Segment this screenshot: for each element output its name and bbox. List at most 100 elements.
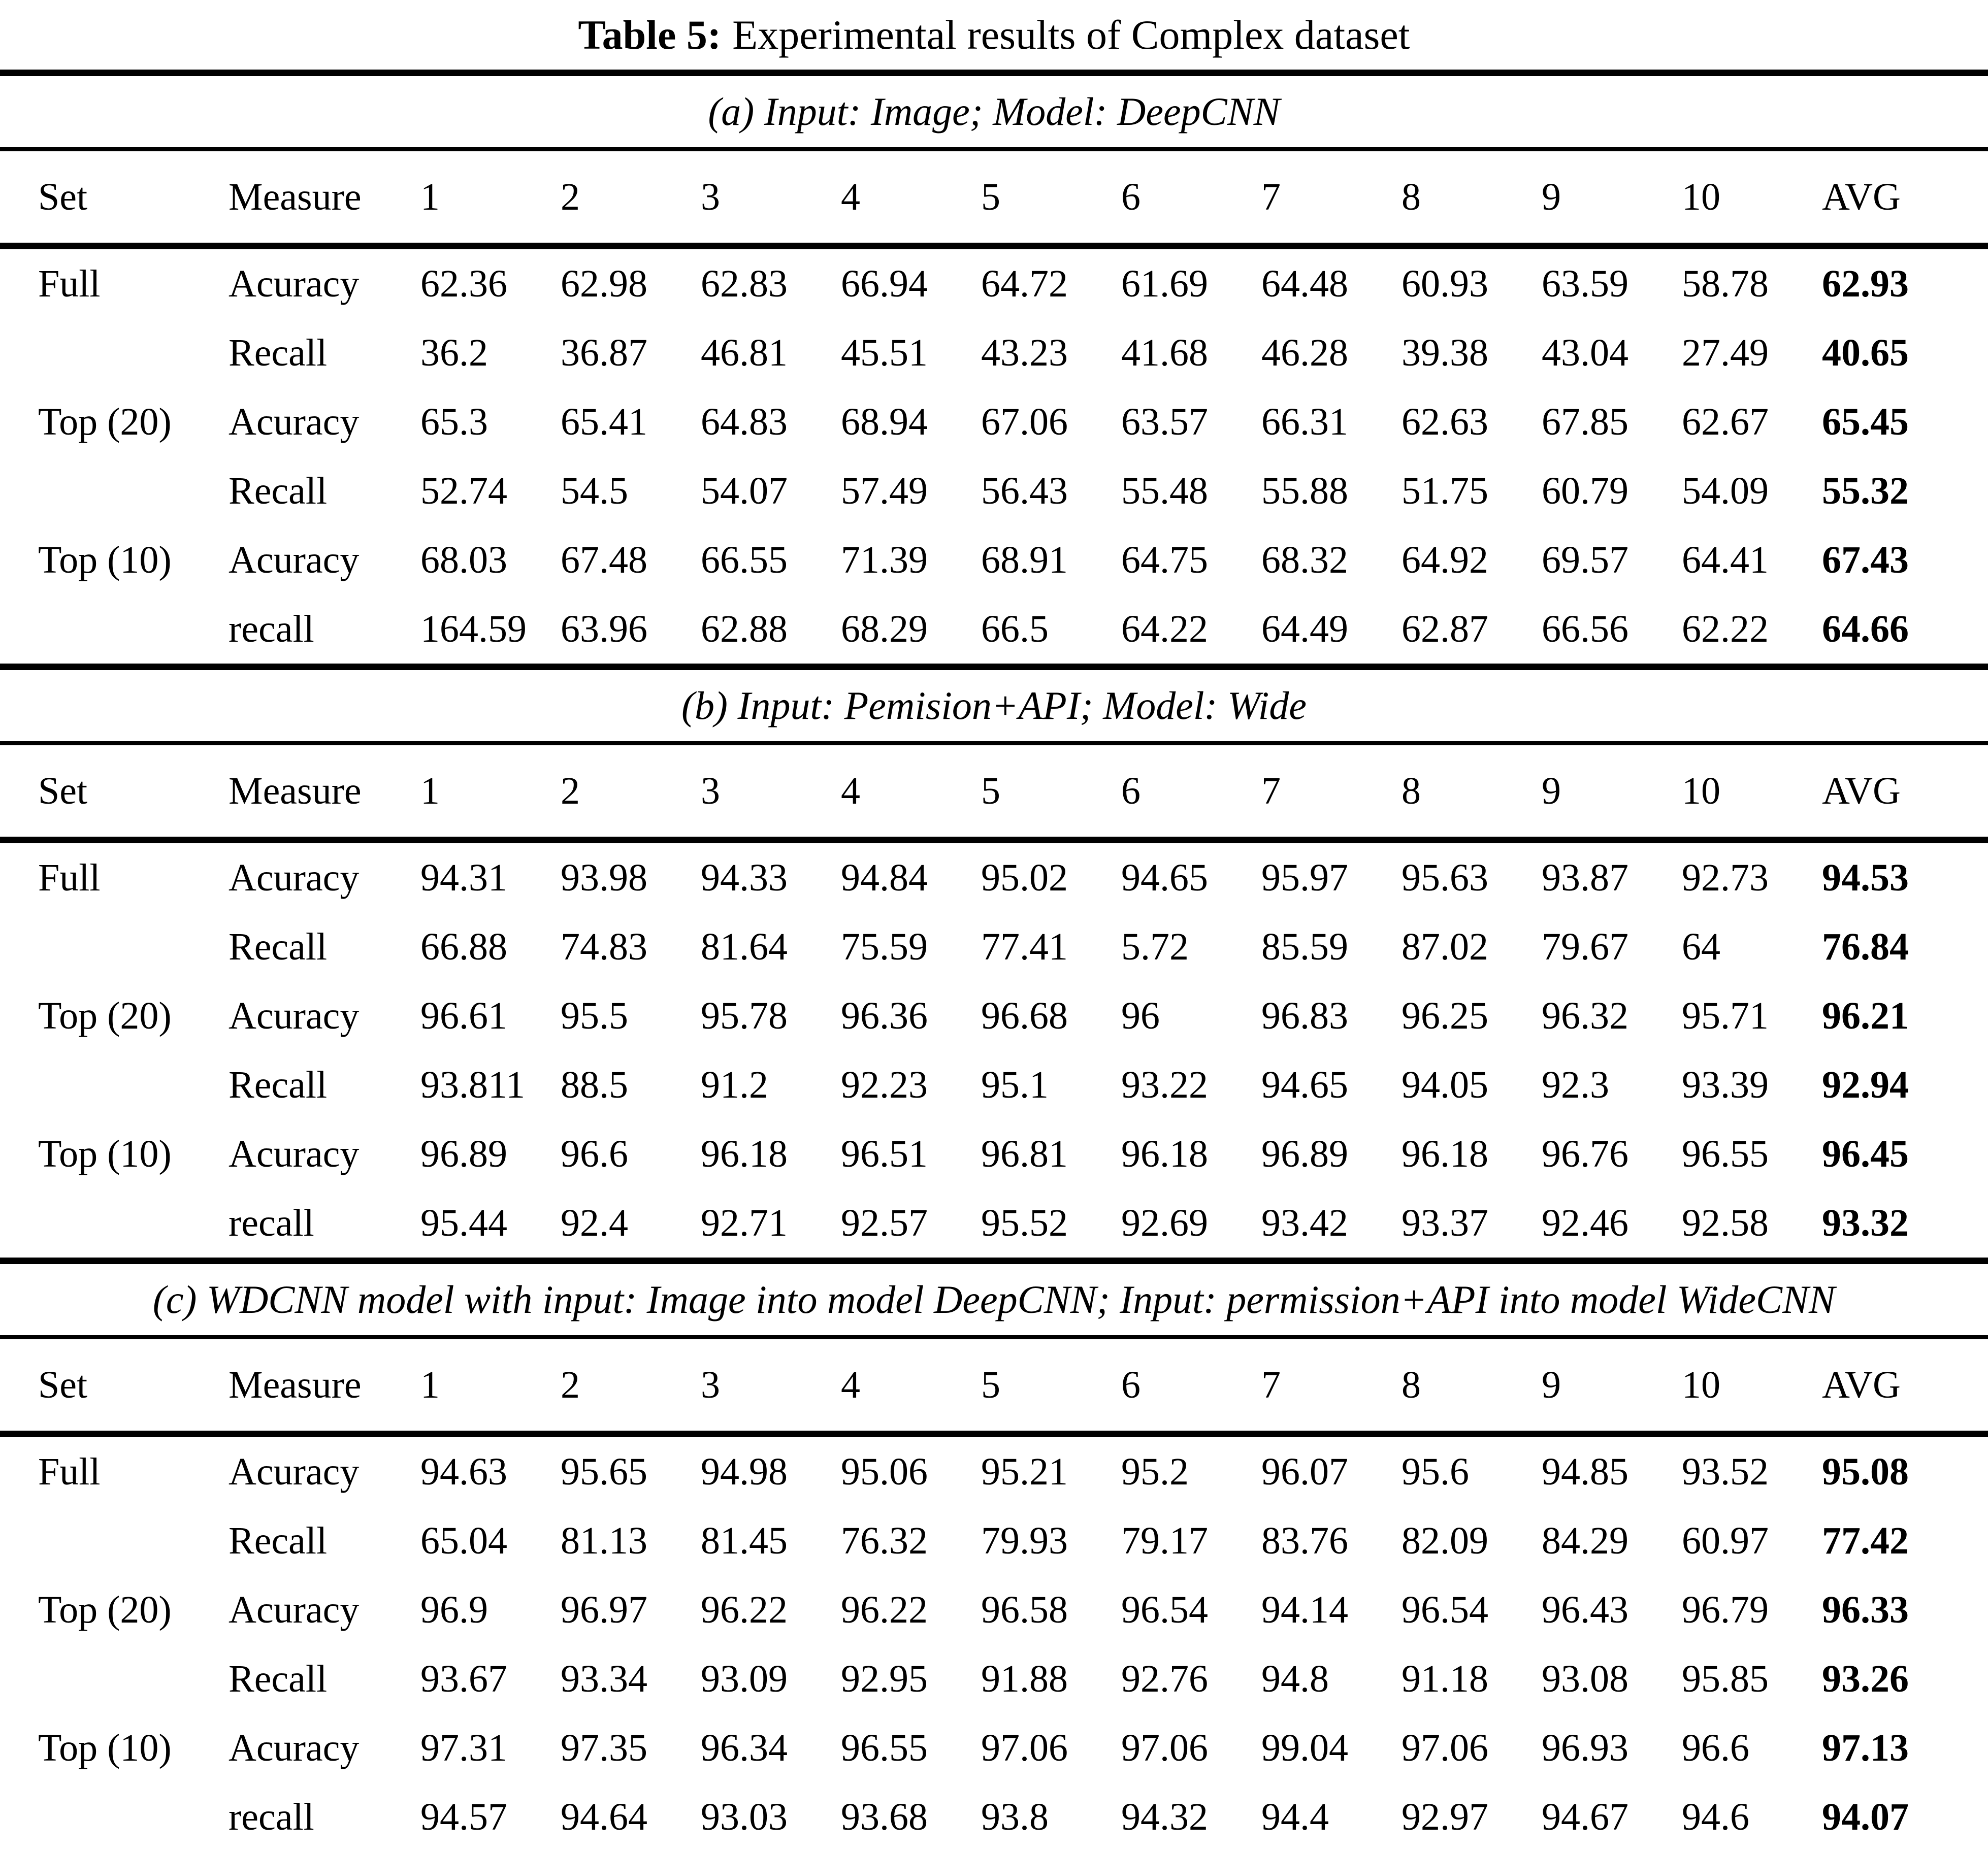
- column-header: 10: [1682, 1363, 1720, 1406]
- value-cell: 55.88: [1261, 469, 1348, 512]
- column-header: 3: [701, 1363, 720, 1406]
- value-cell: 94.63: [420, 1450, 507, 1493]
- value-cell: 96.55: [1682, 1132, 1769, 1175]
- value-cell: 85.59: [1261, 925, 1348, 968]
- column-header: 2: [561, 1363, 580, 1406]
- value-cell: 96.34: [701, 1726, 788, 1769]
- horizontal-rule: [0, 741, 1988, 745]
- table-row: Recall 65.04 81.13 81.45 76.32 79.93 79.17 83.7…: [0, 1506, 1988, 1575]
- value-cell: 92.4: [561, 1201, 628, 1244]
- value-cell: 84.29: [1542, 1519, 1628, 1562]
- horizontal-rule: [0, 664, 1988, 670]
- value-cell: 94.98: [701, 1450, 788, 1493]
- table-section: (b) Input: Pemision+API; Model: Wide Set M…: [0, 670, 1988, 1258]
- column-header: 9: [1542, 1363, 1561, 1406]
- column-header: AVG: [1822, 175, 1901, 218]
- value-cell: 91.2: [701, 1063, 768, 1106]
- table-title-text: Experimental results of Complex dataset: [732, 11, 1410, 58]
- value-cell: 81.13: [561, 1519, 647, 1562]
- value-cell: 92.73: [1682, 856, 1769, 899]
- table-title: Table 5: Experimental results of Complex…: [0, 0, 1988, 70]
- measure-cell: Recall: [229, 469, 328, 512]
- value-cell: 97.06: [1121, 1726, 1208, 1769]
- value-cell: 94.33: [701, 856, 788, 899]
- value-cell: 94.14: [1261, 1588, 1348, 1631]
- column-header: 8: [1402, 769, 1421, 812]
- table-row: Recall 93.67 93.34 93.09 92.95 91.88 92.76 94.8…: [0, 1644, 1988, 1713]
- value-cell: 96.22: [701, 1588, 788, 1631]
- value-cell: 94.65: [1261, 1063, 1348, 1106]
- table-number-label: Table 5:: [578, 11, 722, 58]
- set-cell: Full: [38, 856, 101, 899]
- value-cell: 79.17: [1121, 1519, 1208, 1562]
- column-header: 2: [561, 175, 580, 218]
- measure-cell: Acuracy: [229, 1726, 360, 1769]
- value-cell: 83.76: [1261, 1519, 1348, 1562]
- value-cell: 93.811: [420, 1063, 526, 1106]
- value-cell: 88.5: [561, 1063, 628, 1106]
- horizontal-rule: [0, 243, 1988, 249]
- value-cell: 96.68: [981, 994, 1068, 1037]
- value-cell: 43.04: [1542, 331, 1628, 374]
- value-cell: 93.52: [1682, 1450, 1769, 1493]
- column-header: 8: [1402, 1363, 1421, 1406]
- horizontal-rule: [0, 1335, 1988, 1339]
- value-cell: 66.56: [1542, 607, 1628, 650]
- set-cell: Top (10): [38, 538, 172, 581]
- value-cell: 92.58: [1682, 1201, 1769, 1244]
- value-cell: 96.32: [1542, 994, 1628, 1037]
- value-cell: 96.43: [1542, 1588, 1628, 1631]
- value-cell: 96.54: [1121, 1588, 1208, 1631]
- table-row: recall 94.57 94.64 93.03 93.68 93.8 94.32 94.4 9…: [0, 1782, 1988, 1851]
- avg-cell: 64.66: [1822, 607, 1909, 650]
- value-cell: 94.85: [1542, 1450, 1628, 1493]
- value-cell: 74.83: [561, 925, 647, 968]
- table-row: Recall 93.811 88.5 91.2 92.23 95.1 93.22 94.65 9…: [0, 1050, 1988, 1119]
- table-row: Recall 66.88 74.83 81.64 75.59 77.41 5.72 85.59…: [0, 912, 1988, 981]
- value-cell: 64.83: [701, 400, 788, 443]
- column-header: Measure: [229, 1363, 362, 1406]
- value-cell: 68.91: [981, 538, 1068, 581]
- value-cell: 36.87: [561, 331, 647, 374]
- value-cell: 97.06: [1402, 1726, 1488, 1769]
- column-header: 6: [1121, 769, 1140, 812]
- value-cell: 93.39: [1682, 1063, 1769, 1106]
- column-header: 1: [420, 1363, 440, 1406]
- value-cell: 92.3: [1542, 1063, 1609, 1106]
- value-cell: 97.06: [981, 1726, 1068, 1769]
- value-cell: 96.07: [1261, 1450, 1348, 1493]
- value-cell: 93.87: [1542, 856, 1628, 899]
- value-cell: 71.39: [841, 538, 928, 581]
- value-cell: 95.2: [1121, 1450, 1189, 1493]
- value-cell: 45.51: [841, 331, 928, 374]
- column-header: 2: [561, 769, 580, 812]
- value-cell: 94.32: [1121, 1795, 1208, 1838]
- value-cell: 95.06: [841, 1450, 928, 1493]
- value-cell: 52.74: [420, 469, 507, 512]
- avg-cell: 96.45: [1822, 1132, 1909, 1175]
- value-cell: 92.57: [841, 1201, 928, 1244]
- value-cell: 67.85: [1542, 400, 1628, 443]
- section-caption: (b) Input: Pemision+API; Model: Wide: [681, 683, 1307, 728]
- measure-cell: Acuracy: [229, 538, 360, 581]
- avg-cell: 67.43: [1822, 538, 1909, 581]
- value-cell: 96: [1121, 994, 1160, 1037]
- column-header: 10: [1682, 175, 1720, 218]
- column-header: 5: [981, 769, 1000, 812]
- column-header: Set: [38, 1363, 88, 1406]
- measure-cell: recall: [229, 1795, 314, 1838]
- table-row: Top (10) Acuracy 97.31 97.35 96.34 96.55 97.06…: [0, 1713, 1988, 1782]
- table-row: Top (20) Acuracy 96.61 95.5 95.78 96.36 96.68 9…: [0, 981, 1988, 1050]
- value-cell: 27.49: [1682, 331, 1769, 374]
- value-cell: 62.63: [1402, 400, 1488, 443]
- table-section: (c) WDCNN model with input: Image into m…: [0, 1264, 1988, 1851]
- value-cell: 95.65: [561, 1450, 647, 1493]
- value-cell: 92.95: [841, 1657, 928, 1700]
- column-header: 1: [420, 175, 440, 218]
- measure-cell: Acuracy: [229, 856, 360, 899]
- value-cell: 67.06: [981, 400, 1068, 443]
- column-header: 4: [841, 175, 860, 218]
- avg-cell: 94.07: [1822, 1795, 1909, 1838]
- table-row: recall 164.59 63.96 62.88 68.29 66.5 64.22 64.4…: [0, 594, 1988, 664]
- table-row: Full Acuracy 94.63 95.65 94.98 95.06 95.21 95.2…: [0, 1437, 1988, 1506]
